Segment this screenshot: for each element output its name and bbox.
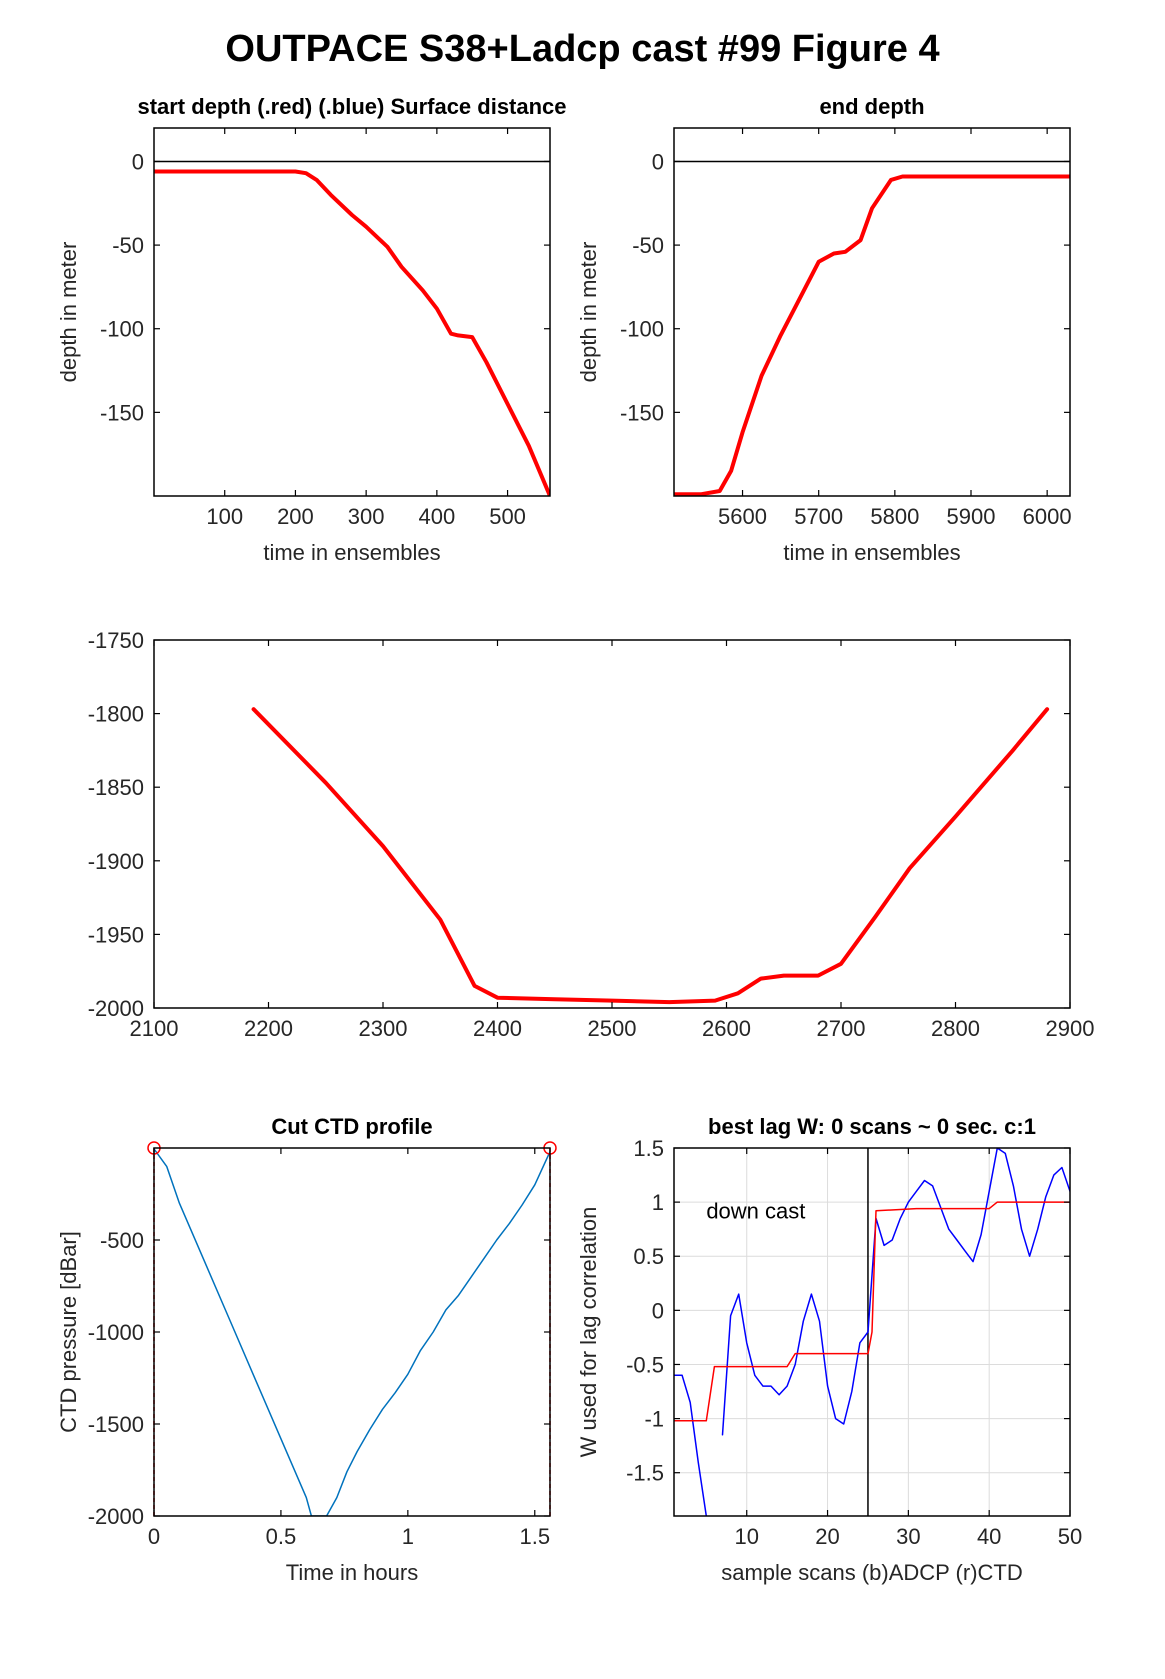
y-tick-label: 0 bbox=[652, 149, 664, 174]
x-tick-label: 50 bbox=[1058, 1524, 1082, 1549]
y-tick-label: -1750 bbox=[88, 628, 144, 653]
x-tick-label: 2800 bbox=[931, 1016, 980, 1041]
x-tick-label: 500 bbox=[489, 504, 526, 529]
x-tick-label: 2500 bbox=[588, 1016, 637, 1041]
y-tick-label: 1 bbox=[652, 1190, 664, 1215]
series-line-red bbox=[251, 707, 1050, 1005]
y-axis-label: depth in meter bbox=[56, 242, 81, 383]
y-tick-label: -50 bbox=[632, 233, 664, 258]
y-tick-label: -1850 bbox=[88, 775, 144, 800]
y-axis-label: depth in meter bbox=[576, 242, 601, 383]
x-tick-label: 1.5 bbox=[519, 1524, 550, 1549]
x-tick-label: 400 bbox=[418, 504, 455, 529]
y-tick-label: -150 bbox=[620, 400, 664, 425]
x-tick-label: 5600 bbox=[718, 504, 767, 529]
series-line-ctd_line bbox=[154, 1148, 550, 1516]
x-tick-label: 2700 bbox=[817, 1016, 866, 1041]
x-tick-label: 300 bbox=[348, 504, 385, 529]
y-tick-label: -1.5 bbox=[626, 1461, 664, 1486]
y-tick-label: -2000 bbox=[88, 1504, 144, 1529]
x-tick-label: 5900 bbox=[947, 504, 996, 529]
y-tick-label: -150 bbox=[100, 400, 144, 425]
x-tick-label: 2400 bbox=[473, 1016, 522, 1041]
chart-bottom: 2100 2200 2300 2400 2500 2600 2700 2800 2900 -175… bbox=[88, 628, 1095, 1041]
y-axis-label: W used for lag correlation bbox=[576, 1207, 601, 1458]
y-tick-label: -1 bbox=[644, 1407, 664, 1432]
x-tick-label: 1 bbox=[402, 1524, 414, 1549]
chart-lag: 10 20 30 40 50 1.5 1 0.5 0 -0.5 -1 -1.5 best lag W: … bbox=[576, 1114, 1082, 1585]
y-tick-label: 1.5 bbox=[633, 1136, 664, 1161]
y-tick-label: -0.5 bbox=[626, 1352, 664, 1377]
x-tick-label: 30 bbox=[896, 1524, 920, 1549]
y-tick-label: -1500 bbox=[88, 1412, 144, 1437]
y-tick-label: -1900 bbox=[88, 849, 144, 874]
chart-title: best lag W: 0 scans ~ 0 sec. c:1 bbox=[708, 1114, 1036, 1139]
y-axis-label: CTD pressure [dBar] bbox=[56, 1231, 81, 1433]
y-tick-label: -100 bbox=[620, 317, 664, 342]
x-tick-label: 10 bbox=[734, 1524, 758, 1549]
x-tick-label: 200 bbox=[277, 504, 314, 529]
plot-area bbox=[154, 1148, 550, 1516]
x-axis-label: sample scans (b)ADCP (r)CTD bbox=[721, 1560, 1023, 1585]
x-tick-label: 2100 bbox=[130, 1016, 179, 1041]
series-line-blue bbox=[674, 1148, 1070, 1516]
chart-title: Cut CTD profile bbox=[271, 1114, 432, 1139]
x-tick-label: 5800 bbox=[870, 504, 919, 529]
y-tick-label: -500 bbox=[100, 1228, 144, 1253]
annotation-text: down cast bbox=[706, 1198, 805, 1223]
y-tick-label: -1800 bbox=[88, 702, 144, 727]
y-tick-label: -100 bbox=[100, 317, 144, 342]
y-tick-label: -50 bbox=[112, 233, 144, 258]
y-tick-label: -1950 bbox=[88, 922, 144, 947]
chart-ctd: 0 0.5 1 1.5 -500 -1000 -1500 -2000 Cut CTD profi… bbox=[56, 1114, 557, 1585]
series-line-red bbox=[674, 174, 1070, 496]
x-tick-label: 6000 bbox=[1023, 504, 1072, 529]
plot-area bbox=[154, 640, 1070, 1008]
y-tick-label: -2000 bbox=[88, 996, 144, 1021]
x-tick-label: 5700 bbox=[794, 504, 843, 529]
x-tick-label: 40 bbox=[977, 1524, 1001, 1549]
y-tick-label: 0 bbox=[652, 1298, 664, 1323]
chart-start: 100 200 300 400 500 0 -50 -100 -150 start depth (… bbox=[56, 94, 567, 565]
axes-box bbox=[673, 1147, 1071, 1517]
x-axis-label: time in ensembles bbox=[783, 540, 960, 565]
x-tick-label: 0.5 bbox=[266, 1524, 297, 1549]
x-axis-label: time in ensembles bbox=[263, 540, 440, 565]
axes-box bbox=[153, 127, 551, 497]
x-tick-label: 0 bbox=[148, 1524, 160, 1549]
y-tick-label: 0 bbox=[132, 149, 144, 174]
axes-box bbox=[673, 127, 1071, 497]
x-tick-label: 2300 bbox=[359, 1016, 408, 1041]
x-tick-label: 2600 bbox=[702, 1016, 751, 1041]
x-tick-label: 20 bbox=[815, 1524, 839, 1549]
series-line-red bbox=[154, 169, 550, 496]
x-tick-label: 2200 bbox=[244, 1016, 293, 1041]
chart-end: 5600 5700 5800 5900 6000 0 -50 -100 -150 end dept… bbox=[576, 94, 1072, 565]
chart-title: start depth (.red) (.blue) Surface dista… bbox=[137, 94, 566, 119]
chart-title: end depth bbox=[819, 94, 924, 119]
x-tick-label: 100 bbox=[206, 504, 243, 529]
plot-area bbox=[674, 128, 1070, 496]
figure-title: OUTPACE S38+Ladcp cast #99 Figure 4 bbox=[225, 28, 940, 70]
x-axis-label: Time in hours bbox=[286, 1560, 418, 1585]
y-tick-label: 0.5 bbox=[633, 1244, 664, 1269]
series-line-red bbox=[674, 1201, 1070, 1422]
plot-area bbox=[154, 128, 550, 496]
x-tick-label: 2900 bbox=[1046, 1016, 1095, 1041]
y-tick-label: -1000 bbox=[88, 1320, 144, 1345]
